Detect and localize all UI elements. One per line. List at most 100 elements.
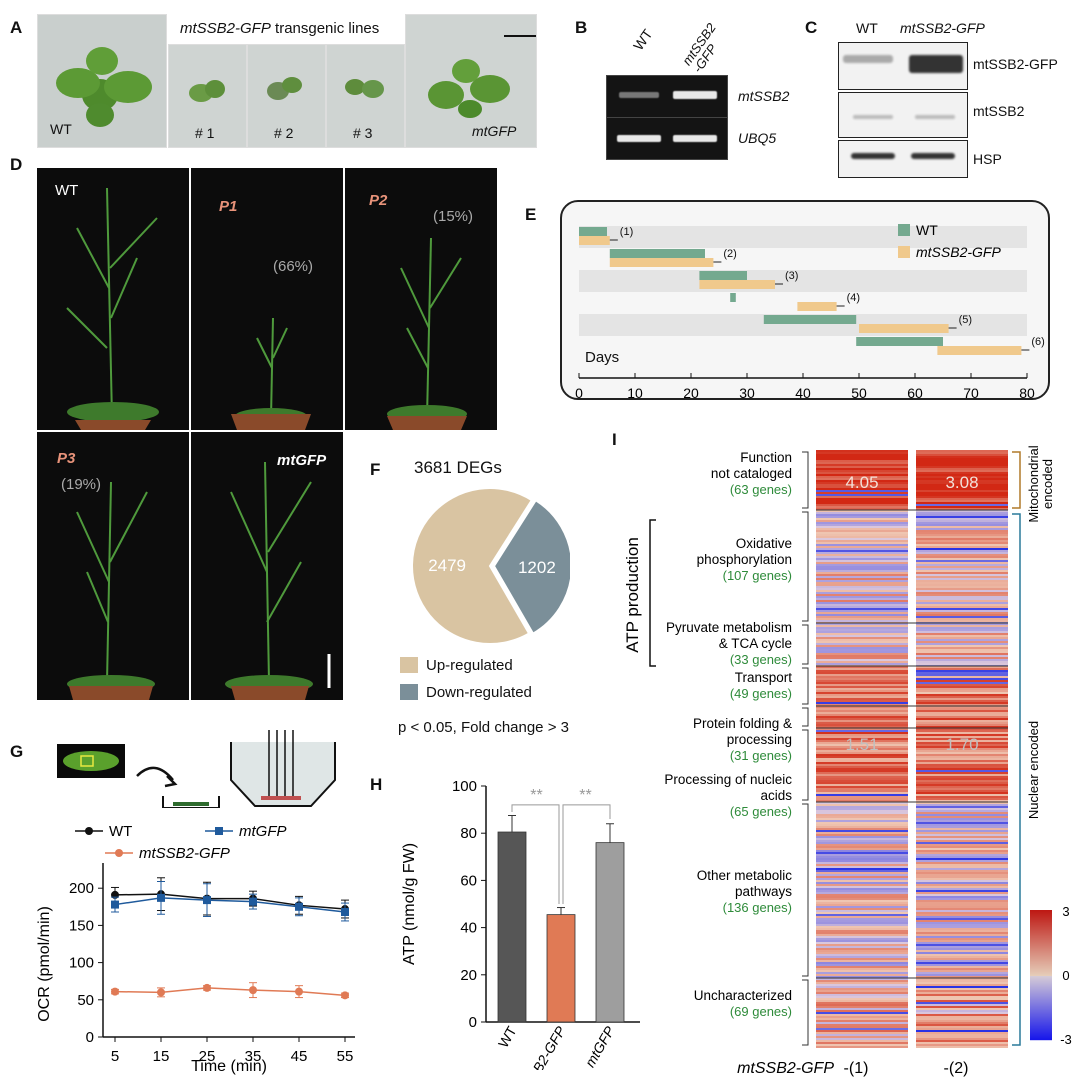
colorbar-step <box>1030 1008 1052 1010</box>
heat-cell <box>916 798 1008 800</box>
group-name-6: pathways <box>735 884 792 899</box>
heat-cell <box>816 774 908 776</box>
heat-cell <box>916 1042 1008 1044</box>
group-genes-2: (33 genes) <box>730 652 792 667</box>
wt-bar <box>579 227 607 236</box>
heat-cell <box>916 614 1008 616</box>
heat-cell <box>816 1036 908 1038</box>
colorbar-step <box>1030 990 1052 992</box>
heat-cell <box>916 832 1008 834</box>
colorbar-step <box>1030 919 1052 921</box>
heat-cell <box>816 738 908 740</box>
heat-cell <box>916 566 1008 568</box>
heat-cell <box>916 649 1008 651</box>
heat-cell <box>816 526 908 528</box>
y-tick-label: 20 <box>460 967 477 984</box>
heat-cell <box>816 716 908 718</box>
heat-cell <box>916 694 1008 696</box>
heat-cell <box>816 734 908 736</box>
heat-cell <box>916 726 1008 728</box>
heat-cell <box>816 920 908 922</box>
heat-cell <box>816 530 908 532</box>
heat-cell <box>816 520 908 522</box>
colorbar-step <box>1030 1024 1052 1026</box>
heat-cell <box>816 992 908 994</box>
heat-cell <box>816 940 908 942</box>
bar-2 <box>595 842 625 1023</box>
colorbar-step <box>1030 936 1052 938</box>
heat-cell <box>816 458 908 460</box>
heat-cell <box>916 718 1008 720</box>
heat-cell <box>916 550 1008 552</box>
colorbar-step <box>1030 987 1052 989</box>
heat-cell <box>916 934 1008 936</box>
heat-cell <box>916 904 1008 906</box>
panel-b-letter: B <box>575 18 588 37</box>
heat-cell <box>916 672 1008 674</box>
panel-e-letter: E <box>525 205 537 224</box>
heat-cell <box>916 858 1008 860</box>
heat-cell <box>916 992 1008 994</box>
stage-row-bg <box>579 270 1027 292</box>
heat-cell <box>916 1018 1008 1020</box>
heat-cell <box>916 768 1008 770</box>
colorbar-step <box>1030 917 1052 919</box>
x-tick-label: 60 <box>907 385 923 401</box>
heat-cell <box>916 720 1008 722</box>
heat-cell <box>816 494 908 496</box>
heat-cell <box>916 651 1008 653</box>
heat-cell <box>816 782 908 784</box>
colorbar-step <box>1030 931 1052 933</box>
heat-cell <box>816 1000 908 1002</box>
blot-mtssb2 <box>838 92 968 138</box>
heat-cell <box>816 484 908 486</box>
heat-cell <box>816 718 908 720</box>
heat-cell <box>916 1000 1008 1002</box>
heat-cell <box>916 916 1008 918</box>
heat-cell <box>916 814 1008 816</box>
colorbar-step <box>1030 920 1052 922</box>
heat-cell <box>916 514 1008 516</box>
heat-cell <box>916 772 1008 774</box>
data-point <box>157 988 165 997</box>
label-line-2: # 2 <box>274 125 294 141</box>
heat-cell <box>916 908 1008 910</box>
heat-cell <box>816 862 908 864</box>
colorbar-step <box>1030 985 1052 987</box>
colorbar-step <box>1030 1022 1052 1024</box>
heat-cell <box>916 826 1008 828</box>
y-tick-label: 50 <box>77 992 94 1009</box>
colorbar-step <box>1030 934 1052 936</box>
heat-cell <box>916 876 1008 878</box>
heat-cell <box>816 916 908 918</box>
heat-cell <box>916 996 1008 998</box>
heat-cell <box>916 468 1008 470</box>
heat-cell <box>916 824 1008 826</box>
heat-cell <box>916 982 1008 984</box>
data-point <box>203 983 211 992</box>
heat-cell <box>816 651 908 653</box>
heat-cell <box>816 580 908 582</box>
heat-cell <box>816 1030 908 1032</box>
deg-pie-chart: 2479 1202 <box>411 487 570 645</box>
heat-cell <box>916 976 1008 978</box>
heat-cell <box>816 572 908 574</box>
y-axis-title: OCR (pmol/min) <box>36 906 53 1022</box>
heat-cell <box>816 960 908 962</box>
heat-cell <box>816 770 908 772</box>
deg-threshold-note: p < 0.05, Fold change > 3 <box>398 719 569 736</box>
panel-f-letter: F <box>370 460 381 479</box>
heat-cell <box>916 1016 1008 1018</box>
mt-bar <box>797 302 837 311</box>
heat-cell <box>916 692 1008 694</box>
heat-cell <box>816 752 908 754</box>
y-tick-label: 200 <box>69 880 94 897</box>
colorbar-step <box>1030 1023 1052 1025</box>
heat-cell <box>916 928 1008 930</box>
heat-cell <box>916 456 1008 458</box>
heat-cell <box>816 912 908 914</box>
heat-cell <box>816 1018 908 1020</box>
heat-cell <box>916 1010 1008 1012</box>
colorbar-step <box>1030 921 1052 923</box>
heat-cell <box>816 606 908 608</box>
